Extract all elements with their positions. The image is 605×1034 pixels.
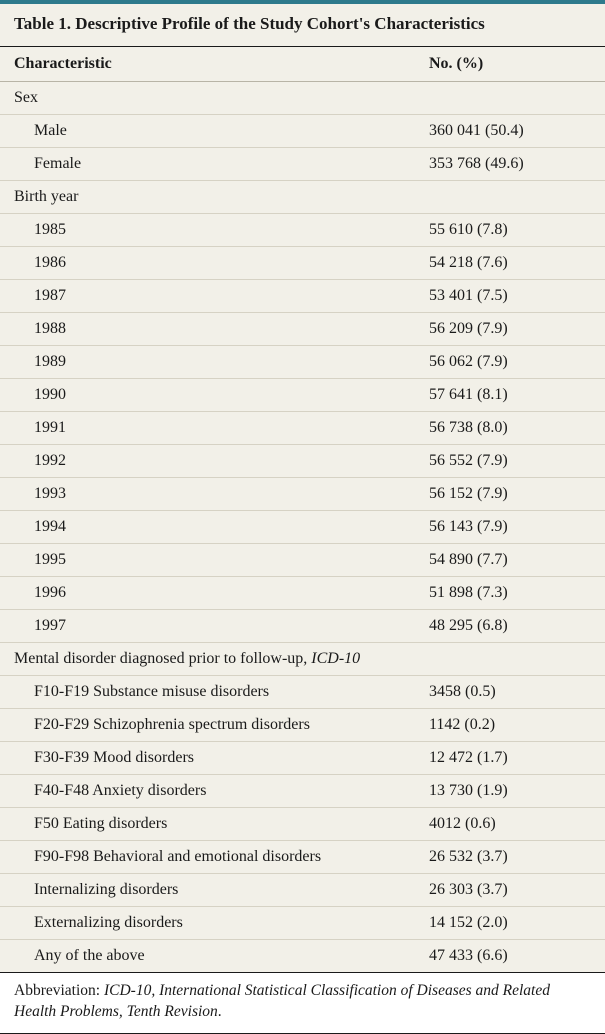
table-row: F20-F29 Schizophrenia spectrum disorders… [0, 709, 605, 742]
row-value: 53 401 (7.5) [415, 280, 605, 313]
table-row: F50 Eating disorders4012 (0.6) [0, 808, 605, 841]
section-heading: Birth year [0, 181, 605, 214]
section-heading-text: Mental disorder diagnosed prior to follo… [14, 650, 311, 667]
row-label: 1997 [0, 610, 415, 643]
cohort-table: Characteristic No. (%) Sex Male 360 041 … [0, 47, 605, 973]
table-row: 199456 143 (7.9) [0, 511, 605, 544]
section-heading-ital: ICD-10 [311, 650, 360, 667]
row-label: 1985 [0, 214, 415, 247]
row-label: F20-F29 Schizophrenia spectrum disorders [0, 709, 415, 742]
table-row: Any of the above47 433 (6.6) [0, 940, 605, 973]
section-heading-row: Sex [0, 82, 605, 115]
row-value: 26 303 (3.7) [415, 874, 605, 907]
row-value: 14 152 (2.0) [415, 907, 605, 940]
row-value: 48 295 (6.8) [415, 610, 605, 643]
row-label: F50 Eating disorders [0, 808, 415, 841]
row-value: 56 209 (7.9) [415, 313, 605, 346]
row-label: Female [0, 148, 415, 181]
row-value: 57 641 (8.1) [415, 379, 605, 412]
row-label: 1992 [0, 445, 415, 478]
row-label: 1996 [0, 577, 415, 610]
table-row: Internalizing disorders26 303 (3.7) [0, 874, 605, 907]
table-row: 198956 062 (7.9) [0, 346, 605, 379]
col-header-value: No. (%) [415, 47, 605, 82]
table-row: 198654 218 (7.6) [0, 247, 605, 280]
table-title: Table 1. Descriptive Profile of the Stud… [0, 4, 605, 47]
row-value: 13 730 (1.9) [415, 775, 605, 808]
row-label: 1989 [0, 346, 415, 379]
table-row: 199356 152 (7.9) [0, 478, 605, 511]
row-label: 1988 [0, 313, 415, 346]
table-row: F10-F19 Substance misuse disorders3458 (… [0, 676, 605, 709]
row-label: F10-F19 Substance misuse disorders [0, 676, 415, 709]
row-label: 1986 [0, 247, 415, 280]
section-heading: Sex [0, 82, 605, 115]
row-label: Any of the above [0, 940, 415, 973]
row-value: 54 890 (7.7) [415, 544, 605, 577]
table-row: Female 353 768 (49.6) [0, 148, 605, 181]
table-row: 199256 552 (7.9) [0, 445, 605, 478]
row-value: 47 433 (6.6) [415, 940, 605, 973]
row-value: 26 532 (3.7) [415, 841, 605, 874]
table-row: Male 360 041 (50.4) [0, 115, 605, 148]
row-label: Male [0, 115, 415, 148]
table-header-row: Characteristic No. (%) [0, 47, 605, 82]
row-label: Externalizing disorders [0, 907, 415, 940]
table-row: F30-F39 Mood disorders12 472 (1.7) [0, 742, 605, 775]
row-label: F40-F48 Anxiety disorders [0, 775, 415, 808]
row-label: 1995 [0, 544, 415, 577]
row-value: 360 041 (50.4) [415, 115, 605, 148]
table-row: Externalizing disorders14 152 (2.0) [0, 907, 605, 940]
row-value: 3458 (0.5) [415, 676, 605, 709]
row-label: F90-F98 Behavioral and emotional disorde… [0, 841, 415, 874]
table-row: 198753 401 (7.5) [0, 280, 605, 313]
footnote-prefix: Abbreviation: [14, 982, 104, 999]
row-label: 1994 [0, 511, 415, 544]
row-value: 12 472 (1.7) [415, 742, 605, 775]
section-heading: Mental disorder diagnosed prior to follo… [0, 643, 605, 676]
table-row: 199651 898 (7.3) [0, 577, 605, 610]
row-label: 1993 [0, 478, 415, 511]
table-row: F40-F48 Anxiety disorders13 730 (1.9) [0, 775, 605, 808]
row-label: F30-F39 Mood disorders [0, 742, 415, 775]
row-value: 55 610 (7.8) [415, 214, 605, 247]
table-footnote: Abbreviation: ICD-10, International Stat… [0, 973, 605, 1034]
table-row: 199156 738 (8.0) [0, 412, 605, 445]
row-label: Internalizing disorders [0, 874, 415, 907]
table-row: F90-F98 Behavioral and emotional disorde… [0, 841, 605, 874]
section-heading-row: Mental disorder diagnosed prior to follo… [0, 643, 605, 676]
row-value: 56 152 (7.9) [415, 478, 605, 511]
row-value: 56 738 (8.0) [415, 412, 605, 445]
table-1-container: Table 1. Descriptive Profile of the Stud… [0, 0, 605, 973]
row-label: 1991 [0, 412, 415, 445]
table-row: 199057 641 (8.1) [0, 379, 605, 412]
row-label: 1987 [0, 280, 415, 313]
table-row: 198555 610 (7.8) [0, 214, 605, 247]
table-row: 199748 295 (6.8) [0, 610, 605, 643]
row-value: 4012 (0.6) [415, 808, 605, 841]
section-heading-row: Birth year [0, 181, 605, 214]
row-value: 56 552 (7.9) [415, 445, 605, 478]
col-header-characteristic: Characteristic [0, 47, 415, 82]
table-row: 198856 209 (7.9) [0, 313, 605, 346]
footnote-suffix: . [218, 1003, 222, 1020]
row-value: 353 768 (49.6) [415, 148, 605, 181]
table-row: 199554 890 (7.7) [0, 544, 605, 577]
row-value: 51 898 (7.3) [415, 577, 605, 610]
row-value: 56 062 (7.9) [415, 346, 605, 379]
row-value: 56 143 (7.9) [415, 511, 605, 544]
row-label: 1990 [0, 379, 415, 412]
row-value: 1142 (0.2) [415, 709, 605, 742]
row-value: 54 218 (7.6) [415, 247, 605, 280]
